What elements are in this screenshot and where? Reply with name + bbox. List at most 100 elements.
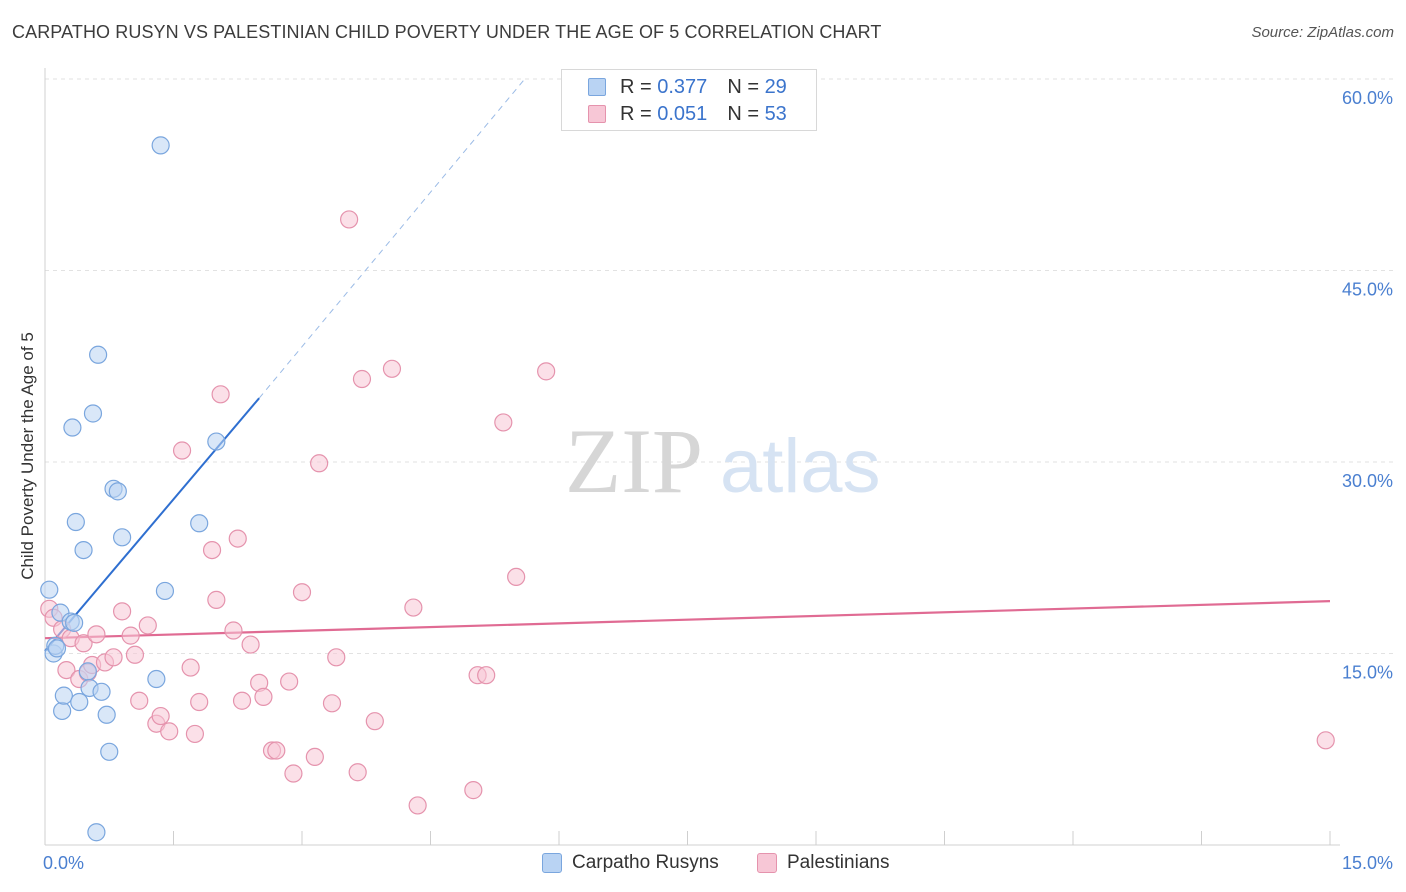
palestinian-point xyxy=(292,583,312,602)
palestinian-point xyxy=(464,781,483,800)
legend-r-label: R = xyxy=(620,102,652,125)
carpatho-rusyn-point xyxy=(108,482,127,501)
x-tick-label: 15.0% xyxy=(1342,853,1393,873)
carpatho-rusyn-point xyxy=(83,404,103,423)
palestinian-point xyxy=(348,763,367,782)
palestinian-point xyxy=(207,590,226,609)
y-tick-label: 45.0% xyxy=(1342,280,1393,300)
palestinian-point xyxy=(254,687,273,707)
palestinian-point xyxy=(404,598,423,617)
palestinian-point xyxy=(130,691,149,710)
carpatho-rusyn-point xyxy=(87,823,106,842)
palestinian-point xyxy=(151,706,170,726)
series-label-palestinians: Palestinians xyxy=(787,852,890,873)
palestinian-trendline xyxy=(44,600,1331,640)
palestinian-point xyxy=(190,692,209,712)
series-label-carpatho-rusyns: Carpatho Rusyns xyxy=(572,852,719,873)
palestinian-point xyxy=(138,616,157,635)
series-swatch-pink xyxy=(757,853,777,873)
carpatho-rusyn-point xyxy=(100,742,119,761)
correlation-legend: R = 0.377 N = 29 R = 0.051 N = 53 xyxy=(561,69,817,131)
carpatho-rusyn-point xyxy=(53,701,72,721)
legend-swatch-blue xyxy=(588,78,606,96)
series-legend-carpatho-rusyns[interactable]: Carpatho Rusyns xyxy=(542,852,719,874)
palestinian-point xyxy=(1316,731,1335,750)
legend-n-value: 53 xyxy=(764,102,787,125)
carpatho-rusyn-point xyxy=(190,514,209,533)
chart-title: CARPATHO RUSYN VS PALESTINIAN CHILD POVE… xyxy=(12,22,882,42)
palestinian-point xyxy=(507,567,526,587)
watermark: ZIP atlas xyxy=(565,410,881,512)
palestinian-point xyxy=(322,694,342,713)
palestinian-point xyxy=(125,645,145,664)
palestinian-point xyxy=(310,454,329,473)
palestinian-point xyxy=(537,362,556,381)
legend-r-value: 0.051 xyxy=(657,102,708,125)
palestinian-point xyxy=(181,658,200,677)
ticks-layer: 15.0% 30.0% 45.0% 60.0% 0.0% 15.0% xyxy=(43,88,1393,873)
palestinian-point xyxy=(202,540,222,560)
palestinian-point xyxy=(352,369,372,389)
source-label: Source: ZipAtlas.com xyxy=(1251,24,1394,41)
carpatho-rusyn-point xyxy=(147,669,166,689)
palestinian-point xyxy=(121,626,140,645)
y-axis-label: Child Poverty Under the Age of 5 xyxy=(18,332,37,580)
carpatho-rusyn-point xyxy=(74,540,93,560)
carpatho-rusyn-point xyxy=(112,528,132,547)
legend-row-carpatho-rusyns: R = 0.377 N = 29 xyxy=(588,75,787,99)
carpatho-rusyn-point xyxy=(70,692,89,712)
palestinian-point xyxy=(160,722,179,741)
legend-row-palestinians: R = 0.051 N = 53 xyxy=(588,102,787,126)
carpatho-rusyn-point xyxy=(66,512,85,532)
palestinian-point xyxy=(211,385,230,404)
y-tick-label: 30.0% xyxy=(1342,471,1393,491)
palestinian-point xyxy=(477,666,496,685)
trend-layer xyxy=(44,78,1331,652)
palestinian-point xyxy=(241,635,260,654)
carpatho-rusyn-point xyxy=(63,418,82,437)
carpatho-rusyn-point xyxy=(92,682,111,701)
palestinian-point xyxy=(408,796,427,815)
palestinian-point xyxy=(284,764,303,783)
carpatho-rusyn-point xyxy=(78,662,97,681)
axes-layer xyxy=(44,68,1340,846)
palestinian-point xyxy=(112,602,132,621)
legend-r-label: R = xyxy=(620,75,652,98)
series-legend-palestinians[interactable]: Palestinians xyxy=(757,852,889,874)
palestinian-point xyxy=(382,359,402,378)
legend-n-value: 29 xyxy=(764,75,787,98)
palestinian-point xyxy=(280,672,299,691)
carpatho-rusyn-point xyxy=(97,705,116,724)
palestinian-point xyxy=(172,441,192,460)
palestinian-point xyxy=(365,712,384,731)
carpatho-rusyn-point xyxy=(207,432,226,451)
points-layer xyxy=(40,136,1335,842)
grid-layer xyxy=(45,78,1395,654)
legend-n-label: N = xyxy=(727,102,759,125)
series-swatch-blue xyxy=(542,853,562,873)
watermark-zip: ZIP xyxy=(565,410,703,512)
legend-swatch-pink xyxy=(588,105,606,123)
palestinian-point xyxy=(224,621,243,640)
carpatho-rusyn-point xyxy=(47,639,67,658)
palestinian-point xyxy=(267,741,286,760)
palestinian-point xyxy=(74,634,93,653)
carpatho-rusyn-point xyxy=(155,581,175,601)
legend-n-label: N = xyxy=(727,75,759,98)
y-tick-label: 60.0% xyxy=(1342,88,1393,108)
palestinian-point xyxy=(232,691,252,710)
watermark-atlas: atlas xyxy=(720,424,881,509)
palestinian-point xyxy=(185,724,205,744)
palestinian-point xyxy=(494,413,513,432)
y-tick-label: 15.0% xyxy=(1342,663,1393,683)
palestinian-point xyxy=(57,660,76,680)
carpatho-rusyn-point xyxy=(89,345,108,364)
palestinian-point xyxy=(327,648,346,667)
palestinian-point xyxy=(104,648,123,667)
palestinian-point xyxy=(228,529,247,548)
palestinian-point xyxy=(87,625,106,644)
carpatho-rusyn-point xyxy=(151,136,170,155)
carpatho-rusyn-point xyxy=(54,686,73,705)
series-legend: Carpatho Rusyns Palestinians xyxy=(0,852,1406,878)
